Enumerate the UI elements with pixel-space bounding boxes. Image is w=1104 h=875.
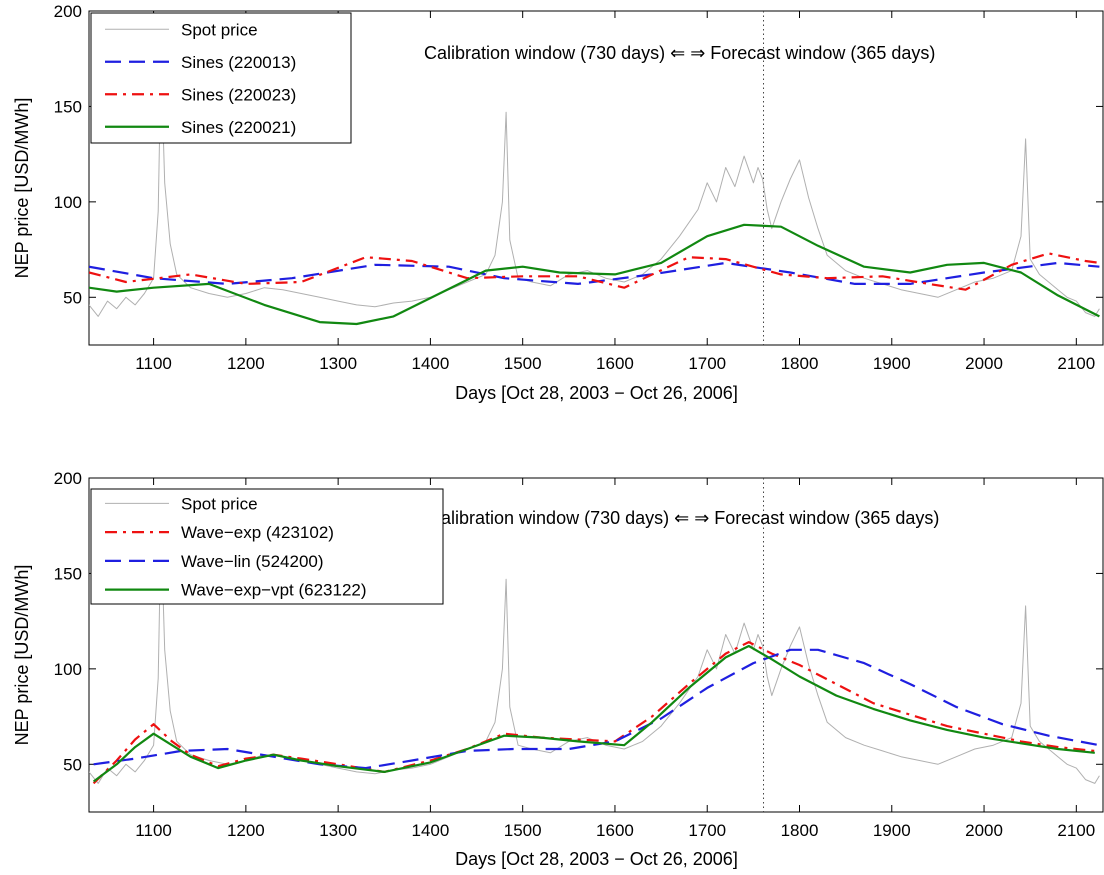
y-tick-label: 50 (63, 755, 82, 774)
series-line-2 (93, 648, 1100, 770)
bottom-x-axis-label: Days [Oct 28, 2003 − Oct 26, 2006] (455, 849, 738, 869)
legend-label: Sines (220021) (181, 118, 296, 137)
series-line-3 (89, 223, 1100, 326)
top-window-annotation: Calibration window (730 days) ⇐ ⇒ Foreca… (424, 43, 935, 63)
x-tick-label: 1100 (135, 821, 172, 840)
bottom-legend: Spot price Wave−exp (423102) Wave−lin (524… (90, 488, 444, 605)
x-tick-label: 1800 (781, 354, 819, 373)
x-tick-label: 1900 (873, 354, 911, 373)
y-tick-label: 100 (54, 193, 82, 212)
x-tick-label: 2100 (1057, 354, 1095, 373)
series-line-2 (89, 252, 1100, 291)
bottom-panel: 1100 1200 1300 1400 1500 1600 1700 1800 1900 2000… (12, 469, 1104, 869)
legend-label: Sines (220013) (181, 53, 296, 72)
x-tick-label: 1300 (319, 821, 357, 840)
series-line-3 (92, 644, 1095, 783)
legend-box (90, 12, 352, 144)
top-x-axis-label: Days [Oct 28, 2003 − Oct 26, 2006] (455, 383, 738, 403)
x-tick-label: 1800 (781, 821, 819, 840)
series-line-0 (89, 58, 1100, 317)
top-axis-ticks: 1100 1200 1300 1400 1500 1600 1700 1800 1900 2000… (54, 2, 1103, 373)
x-tick-label: 1400 (411, 354, 449, 373)
x-tick-label: 1600 (596, 821, 634, 840)
y-tick-label: 200 (54, 469, 82, 488)
legend-label: Wave−exp−vpt (623122) (181, 581, 367, 600)
x-tick-label: 1500 (504, 354, 542, 373)
x-tick-label: 2000 (965, 821, 1003, 840)
x-tick-label: 1200 (227, 821, 265, 840)
legend-label: Wave−lin (524200) (181, 552, 324, 571)
top-legend: Spot price Sines (220013) Sines (220023) Si… (90, 12, 352, 144)
top-series-lines (89, 58, 1100, 326)
bottom-y-axis-label: NEP price [USD/MWh] (12, 565, 32, 746)
x-tick-label: 1900 (873, 821, 911, 840)
x-tick-label: 1500 (504, 821, 542, 840)
x-tick-label: 1200 (227, 354, 265, 373)
series-line-1 (92, 640, 1095, 785)
y-tick-label: 50 (63, 288, 82, 307)
x-tick-label: 1400 (411, 821, 449, 840)
y-tick-label: 200 (54, 2, 82, 21)
x-tick-label: 2000 (965, 354, 1003, 373)
legend-label: Wave−exp (423102) (181, 523, 334, 542)
y-tick-label: 100 (54, 660, 82, 679)
x-tick-label: 2100 (1057, 821, 1095, 840)
series-line-1 (89, 261, 1100, 285)
legend-label: Sines (220023) (181, 85, 296, 104)
bottom-window-annotation: Calibration window (730 days) ⇐ ⇒ Foreca… (428, 508, 939, 528)
x-tick-label: 1600 (596, 354, 634, 373)
top-plot-frame (88, 10, 1104, 346)
x-tick-label: 1700 (688, 354, 726, 373)
y-tick-label: 150 (54, 97, 82, 116)
x-tick-label: 1700 (688, 821, 726, 840)
x-tick-label: 1100 (135, 354, 172, 373)
x-tick-label: 1300 (319, 354, 357, 373)
legend-label: Spot price (181, 494, 258, 513)
top-y-axis-label: NEP price [USD/MWh] (12, 98, 32, 279)
bottom-plot-frame (88, 477, 1104, 813)
top-panel: 1100 1200 1300 1400 1500 1600 1700 1800 1900 2000… (12, 2, 1104, 403)
bottom-series-lines (89, 525, 1100, 785)
bottom-axis-ticks: 1100 1200 1300 1400 1500 1600 1700 1800 1900 2000… (54, 469, 1103, 840)
legend-label: Spot price (181, 20, 258, 39)
y-tick-label: 150 (54, 564, 82, 583)
legend-box (90, 488, 444, 605)
